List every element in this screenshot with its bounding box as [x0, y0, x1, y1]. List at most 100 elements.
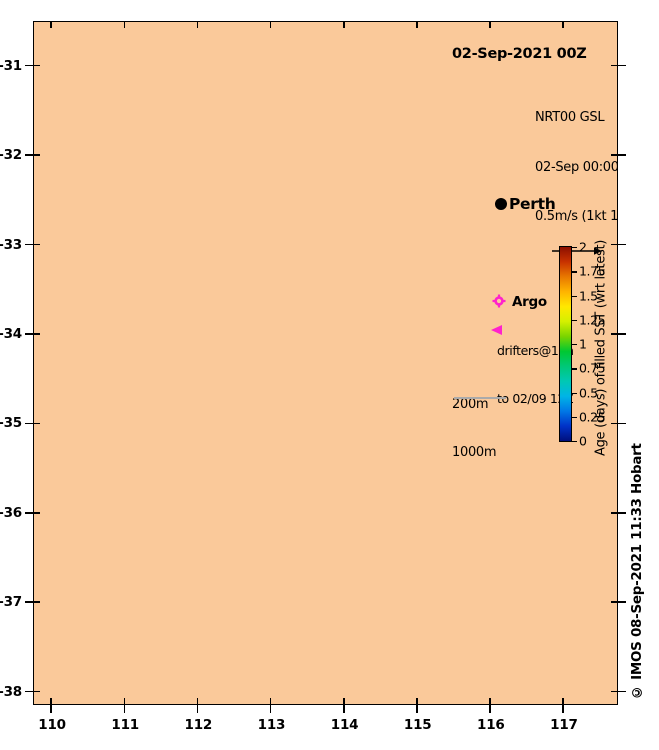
axis-tick-label: -36 — [0, 504, 22, 521]
colorbar-tick — [572, 319, 577, 322]
axis-tick-label: -32 — [0, 147, 22, 164]
axis-tick — [50, 21, 53, 28]
bathymetry-legend: 200m 1000m — [452, 365, 497, 493]
colorbar-tick-label: 0 — [579, 433, 587, 449]
axis-tick — [50, 705, 53, 713]
axis-tick — [562, 705, 564, 713]
axis-tick — [618, 64, 626, 67]
axis-tick — [611, 64, 618, 67]
colorbar-tick-label: 0.25 — [579, 409, 606, 425]
axis-tick-label: -33 — [0, 236, 22, 253]
city-dot-icon — [495, 198, 507, 210]
axis-tick-label: 114 — [330, 717, 359, 733]
argo-legend-line1: drifters@12h — [497, 343, 574, 358]
axis-tick — [33, 601, 40, 603]
axis-tick — [196, 705, 199, 713]
gsl-legend-line2: 02-Sep 00:00Z — [535, 159, 618, 175]
axis-tick — [25, 690, 33, 693]
bathymetry-label-200m: 200m — [452, 397, 489, 412]
colorbar-tick — [572, 368, 577, 370]
axis-tick — [611, 601, 618, 603]
colorbar-tick — [572, 392, 577, 394]
axis-tick — [416, 705, 418, 713]
axis-tick-label: -37 — [0, 594, 22, 611]
axis-tick — [416, 698, 418, 705]
axis-tick — [618, 243, 626, 246]
axis-tick — [618, 422, 626, 425]
colorbar-tick — [572, 441, 577, 443]
axis-tick-label: 115 — [403, 717, 432, 733]
axis-tick — [618, 511, 626, 514]
map-date-title: 02-Sep-2021 00Z — [452, 46, 587, 62]
city-label-perth: Perth — [509, 195, 556, 213]
colorbar-tick-label: 1.5 — [579, 288, 598, 303]
axis-tick — [25, 333, 33, 335]
axis-tick — [269, 21, 272, 28]
argo-legend-title: Argo — [512, 294, 547, 310]
axis-tick — [25, 64, 33, 67]
axis-tick-label: 112 — [184, 717, 213, 733]
axis-tick-label: -31 — [0, 57, 22, 74]
colorbar-tick-label: 1.75 — [579, 263, 606, 279]
gsl-legend-line1: NRT00 GSL — [535, 110, 605, 125]
colorbar-tick-label: 0.75 — [579, 360, 606, 376]
colorbar-tick — [572, 271, 577, 273]
bathymetry-legend-rule — [454, 397, 506, 399]
axis-tick — [618, 690, 626, 693]
axis-tick — [33, 154, 40, 156]
axis-tick — [33, 511, 40, 514]
colorbar-tick-label: 0.5 — [579, 385, 598, 400]
axis-tick — [489, 705, 491, 713]
axis-tick — [33, 333, 40, 335]
axis-tick — [562, 21, 564, 28]
axis-tick — [618, 154, 626, 156]
axis-tick — [50, 698, 53, 705]
axis-tick — [611, 511, 618, 514]
axis-tick — [25, 243, 33, 246]
axis-tick — [489, 698, 491, 705]
credit-text: © IMOS 08-Sep-2021 11:33 Hobart — [629, 443, 645, 700]
axis-tick — [33, 243, 40, 246]
colorbar-tick — [572, 295, 577, 297]
colorbar-title: Age (days) of filled SST (wrt latest) — [593, 239, 609, 456]
axis-tick — [562, 698, 564, 705]
axis-tick — [611, 690, 618, 693]
axis-tick-label: -38 — [0, 683, 22, 700]
bathymetry-label-1000m: 1000m — [452, 445, 497, 460]
axis-tick — [123, 698, 126, 705]
axis-tick — [25, 601, 33, 603]
colorbar-tick — [572, 416, 577, 419]
axis-tick-label: 117 — [550, 717, 578, 733]
axis-tick — [33, 64, 40, 67]
axis-tick — [342, 705, 345, 713]
axis-tick-label: 113 — [257, 717, 286, 733]
axis-tick — [489, 21, 491, 28]
axis-tick — [342, 698, 345, 705]
axis-tick — [269, 698, 272, 705]
axis-tick — [25, 154, 33, 156]
colorbar-tick-label: 1 — [579, 336, 587, 352]
axis-tick-label: 110 — [38, 717, 66, 733]
colorbar-tick — [572, 344, 577, 346]
sst-age-map[interactable]: 02-Sep-2021 00Z NRT00 GSL 02-Sep 00:00Z … — [33, 21, 618, 705]
axis-tick — [196, 21, 199, 28]
axis-tick — [611, 422, 618, 425]
colorbar-tick — [572, 247, 577, 249]
axis-tick — [33, 422, 40, 425]
axis-tick — [25, 511, 33, 514]
axis-tick-label: -34 — [0, 325, 22, 342]
colorbar-tick-label: 1.25 — [579, 312, 606, 328]
axis-tick — [611, 154, 618, 156]
axis-tick — [33, 690, 40, 693]
colorbar-tick-label: 2 — [579, 239, 587, 255]
axis-tick — [123, 21, 126, 28]
axis-tick — [618, 333, 626, 335]
axis-tick-label: 116 — [477, 717, 505, 733]
axis-tick — [611, 333, 618, 335]
axis-tick — [342, 21, 345, 28]
axis-tick — [611, 243, 618, 246]
axis-tick — [123, 705, 126, 713]
sst-age-raster — [34, 22, 617, 704]
argo-marker-icon — [492, 294, 506, 308]
drifter-marker-icon — [491, 325, 502, 335]
